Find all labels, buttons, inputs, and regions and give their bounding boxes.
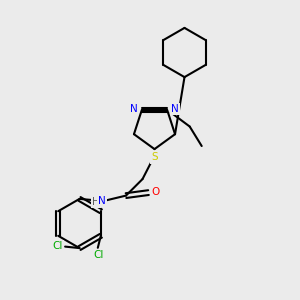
Text: Cl: Cl xyxy=(52,241,62,251)
Text: Cl: Cl xyxy=(93,250,103,260)
Text: H: H xyxy=(92,196,100,207)
Text: S: S xyxy=(151,152,158,163)
Text: N: N xyxy=(130,104,138,114)
Text: N: N xyxy=(171,104,179,114)
Text: N: N xyxy=(98,196,106,206)
Text: O: O xyxy=(151,187,159,197)
